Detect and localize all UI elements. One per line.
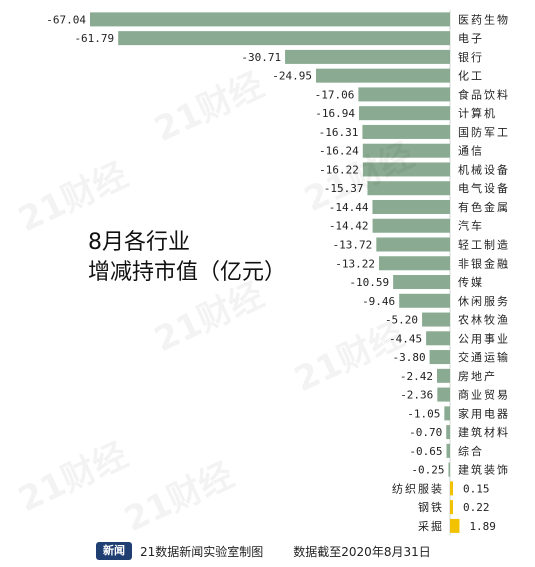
footer-credit: 21数据新闻实验室制图 [140, 544, 264, 559]
data-label: -5.20 [385, 314, 418, 327]
category-label: 纺织服装 [392, 481, 444, 495]
bar [362, 124, 450, 139]
data-label: -2.36 [400, 389, 433, 402]
category-label: 交通运输 [458, 350, 510, 364]
bar [358, 87, 450, 102]
category-label: 非银金融 [458, 256, 510, 270]
chart-title-line-2: 增减持市值（亿元） [88, 260, 287, 285]
data-label: -15.37 [324, 182, 364, 195]
category-label: 建筑材料 [458, 425, 510, 439]
category-label: 农林牧渔 [458, 313, 510, 327]
category-label: 房地产 [458, 369, 497, 383]
category-label: 化工 [458, 69, 484, 83]
publisher-logo: 新闻 [96, 542, 132, 560]
category-label: 食品饮料 [458, 87, 510, 101]
bar [118, 31, 450, 46]
data-label: -2.42 [400, 370, 433, 383]
data-label: -1.05 [407, 407, 440, 420]
data-label: -3.80 [392, 351, 425, 364]
category-label: 机械设备 [458, 162, 510, 176]
bar [285, 49, 450, 64]
category-label: 轻工制造 [458, 238, 510, 252]
category-label: 电子 [458, 32, 484, 45]
chart-title: 8月各行业 增减持市值（亿元） [88, 228, 286, 288]
data-label: -16.31 [319, 126, 359, 139]
bar [422, 312, 450, 327]
data-label: -67.04 [46, 13, 86, 26]
category-label: 休闲服务 [458, 294, 510, 308]
bar [372, 218, 450, 233]
bar [450, 481, 453, 496]
category-label: 计算机 [458, 106, 497, 120]
bar [446, 425, 450, 440]
bar [429, 350, 450, 365]
category-label: 传媒 [458, 276, 484, 289]
bar [450, 500, 453, 515]
bar [426, 331, 450, 346]
data-label: -61.79 [74, 32, 114, 45]
bar [379, 256, 450, 271]
bar [316, 68, 450, 83]
data-label: -13.22 [335, 257, 375, 270]
bar [437, 368, 450, 383]
data-label: -10.59 [349, 276, 389, 289]
bar [372, 199, 450, 214]
data-label: -4.45 [389, 332, 422, 345]
data-label: -13.72 [333, 239, 373, 252]
category-label: 家用电器 [458, 406, 510, 420]
bar [376, 237, 450, 252]
bar [437, 387, 450, 402]
bar [448, 462, 450, 477]
bar [362, 162, 450, 177]
data-label: 1.89 [469, 520, 496, 533]
bar [90, 12, 450, 27]
category-label: 钢铁 [418, 501, 444, 514]
data-label: -9.46 [362, 295, 395, 308]
bar [446, 443, 450, 458]
data-label: -0.70 [409, 426, 442, 439]
data-label: -16.94 [315, 107, 355, 120]
category-label: 采掘 [418, 519, 444, 533]
bar [393, 275, 450, 290]
data-label: 0.15 [463, 482, 490, 495]
category-label: 建筑装饰 [458, 463, 510, 477]
footer-data-note: 数据截至2020年8月31日 [293, 544, 431, 559]
data-label: -0.65 [409, 445, 442, 458]
category-label: 公用事业 [458, 332, 510, 345]
data-label: -16.24 [319, 145, 359, 158]
data-label: 0.22 [463, 501, 490, 514]
chart-title-line-1: 8月各行业 [88, 230, 190, 255]
data-label: -16.22 [319, 163, 359, 176]
bar [367, 181, 450, 196]
category-label: 通信 [458, 145, 484, 158]
data-label: -14.44 [329, 201, 369, 214]
data-label: -24.95 [272, 70, 312, 83]
category-label: 医药生物 [458, 12, 510, 26]
category-label: 国防军工 [458, 125, 510, 139]
data-label: -14.42 [329, 220, 369, 233]
bar [362, 143, 450, 158]
bar [359, 106, 450, 121]
category-label: 商业贸易 [458, 388, 510, 402]
category-label: 银行 [458, 50, 484, 64]
bar [399, 293, 450, 308]
data-label: -30.71 [241, 51, 281, 64]
category-label: 综合 [458, 444, 484, 458]
footer: 新闻 21数据新闻实验室制图 数据截至2020年8月31日 [96, 541, 431, 561]
bar [444, 406, 450, 421]
category-label: 有色金属 [458, 200, 510, 214]
category-label: 电气设备 [458, 181, 510, 195]
category-label: 汽车 [458, 219, 484, 233]
bar [450, 518, 460, 533]
data-label: -17.06 [315, 88, 355, 101]
data-label: -0.25 [411, 464, 444, 477]
